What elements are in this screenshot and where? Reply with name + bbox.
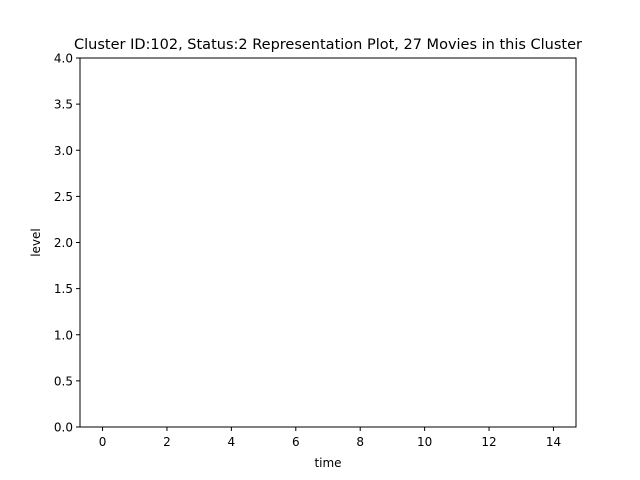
x-tick-label: 0 xyxy=(99,435,107,449)
x-tick-label: 4 xyxy=(228,435,236,449)
x-tick-label: 10 xyxy=(417,435,432,449)
y-tick-label: 3.0 xyxy=(54,144,73,158)
y-tick-label: 3.5 xyxy=(54,98,73,112)
chart-title: Cluster ID:102, Status:2 Representation … xyxy=(74,37,582,53)
y-tick-label: 1.5 xyxy=(54,282,73,296)
y-tick-label: 4.0 xyxy=(54,52,73,66)
x-tick-label: 6 xyxy=(292,435,300,449)
y-tick-label: 0.5 xyxy=(54,374,73,388)
x-tick-label: 12 xyxy=(481,435,496,449)
y-tick-label: 2.5 xyxy=(54,190,73,204)
y-axis-ticks: 0.0 0.5 1.0 1.5 2.0 2.5 3.0 3.5 4.0 xyxy=(54,52,80,435)
plot-area xyxy=(80,58,576,427)
x-tick-label: 2 xyxy=(163,435,171,449)
y-tick-label: 1.0 xyxy=(54,328,73,342)
x-axis-ticks: 0 2 4 6 8 10 12 14 xyxy=(99,427,561,449)
x-axis-label: time xyxy=(314,456,341,470)
plot-frame xyxy=(79,57,577,428)
x-tick-label: 8 xyxy=(356,435,364,449)
x-tick-label: 14 xyxy=(546,435,561,449)
y-axis-label: level xyxy=(29,228,43,257)
y-tick-label: 0.0 xyxy=(54,421,73,435)
y-tick-label: 2.0 xyxy=(54,236,73,250)
